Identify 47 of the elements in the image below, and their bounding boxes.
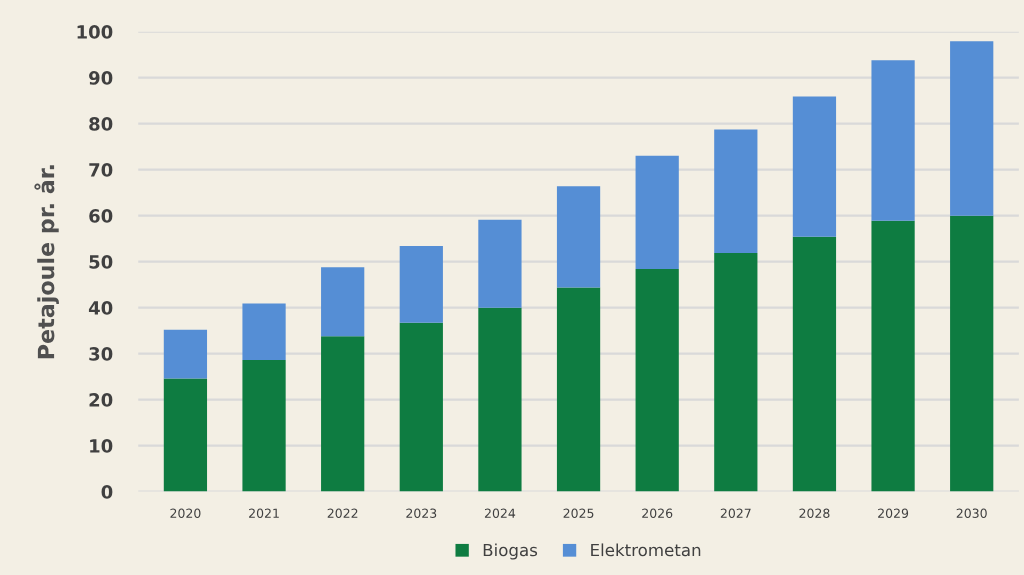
x-tick-label: 2027 xyxy=(720,508,751,518)
y-tick-label: 30 xyxy=(89,347,113,361)
bar xyxy=(950,41,994,216)
x-tick-label: 2023 xyxy=(406,508,437,518)
bar xyxy=(321,267,365,337)
y-tick-label: 0 xyxy=(101,485,113,499)
bar xyxy=(163,378,208,492)
x-tick-label: 2022 xyxy=(327,508,358,518)
bar xyxy=(242,303,286,361)
bar xyxy=(714,252,758,492)
x-tick-label: 2026 xyxy=(642,508,673,518)
y-tick-label: 60 xyxy=(89,209,113,223)
x-tick-label: 2028 xyxy=(799,508,830,518)
y-tick-label: 70 xyxy=(89,163,113,177)
bar xyxy=(871,60,915,221)
bar xyxy=(556,186,601,288)
y-tick-label: 90 xyxy=(89,71,113,85)
bar xyxy=(871,220,915,492)
bar xyxy=(792,236,837,492)
y-tick-label: 40 xyxy=(88,301,113,315)
bar xyxy=(321,336,365,492)
bar xyxy=(242,360,286,492)
bar xyxy=(163,329,208,379)
bar xyxy=(399,322,443,492)
bar xyxy=(478,219,522,308)
y-tick-label: 80 xyxy=(89,117,113,131)
x-tick-label: 2029 xyxy=(878,508,909,518)
y-tick-label: 50 xyxy=(89,255,113,269)
x-tick-label: 2024 xyxy=(484,508,516,518)
x-tick-label: 2021 xyxy=(249,508,279,518)
legend-label: Elektrometan xyxy=(591,543,701,557)
y-tick-label: 10 xyxy=(90,439,113,453)
bar xyxy=(399,245,443,323)
bar xyxy=(478,307,522,492)
bar xyxy=(635,268,679,492)
x-tick-label: 2020 xyxy=(170,508,201,518)
bar xyxy=(714,129,758,253)
y-tick-label: 100 xyxy=(77,25,113,39)
y-axis-title: Petajoule pr. år. xyxy=(34,165,59,359)
bar xyxy=(556,287,601,492)
legend-label: Biogas xyxy=(483,543,538,560)
x-tick-label: 2030 xyxy=(956,508,987,518)
y-tick-label: 20 xyxy=(89,393,113,407)
bar xyxy=(792,96,837,237)
bar xyxy=(950,215,994,492)
x-tick-label: 2025 xyxy=(563,508,594,518)
bar xyxy=(635,155,679,269)
